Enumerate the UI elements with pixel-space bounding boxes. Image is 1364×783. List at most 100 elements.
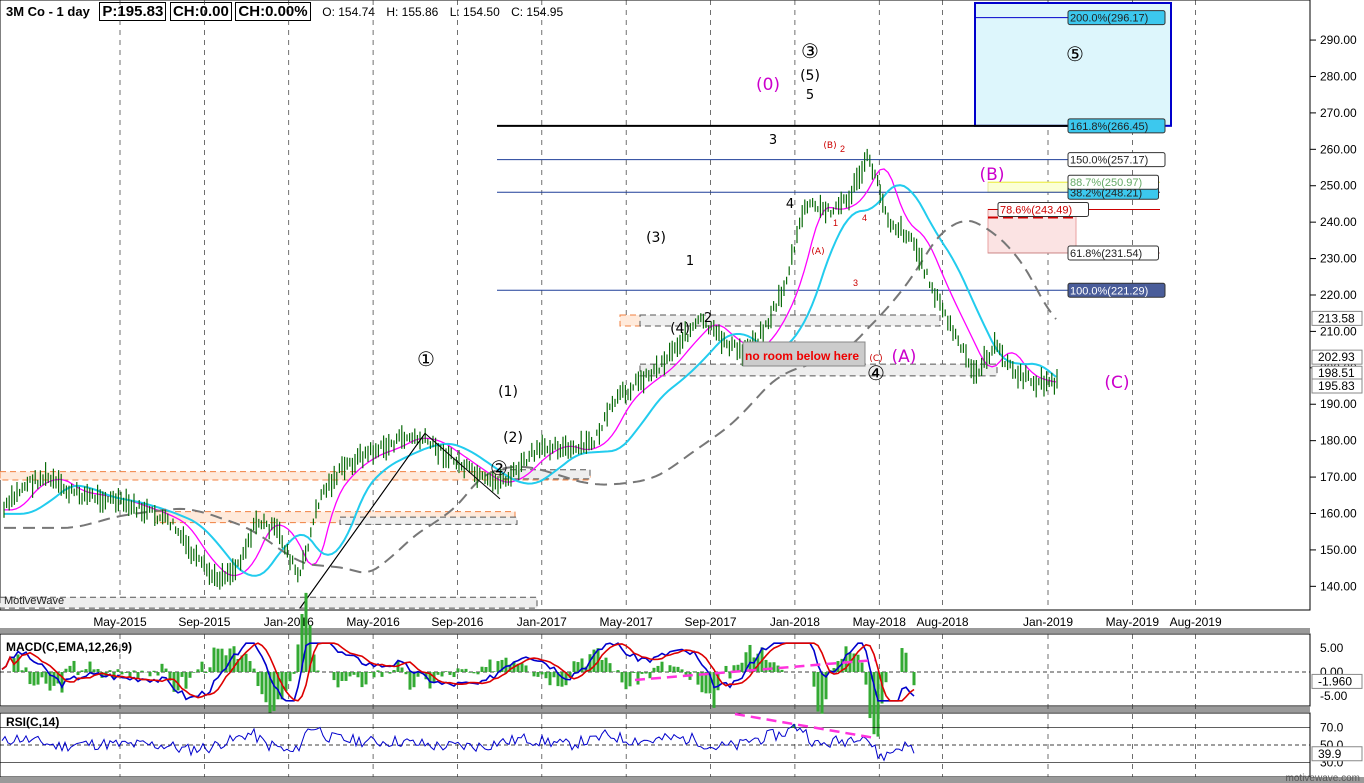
macd-value-label: -1.960 (1318, 674, 1352, 688)
y-tick-label: 190.00 (1320, 397, 1357, 411)
macd-tick-label: -5.00 (1320, 689, 1348, 703)
wave-label: 3 (769, 133, 777, 148)
price-tag (1311, 310, 1363, 326)
rsi-divergence-line (734, 712, 876, 740)
wave-label: 1 (686, 254, 694, 269)
fib-level-label: 161.8%(266.45) (1070, 121, 1148, 133)
y-tick-label: 140.00 (1320, 579, 1357, 593)
y-tick-label: 250.00 (1320, 179, 1357, 193)
wave-label: (B) (980, 165, 1005, 185)
rsi-tick-label: 70.0 (1320, 721, 1344, 735)
wave-label: (B) (823, 141, 836, 151)
wave-label: (0) (756, 75, 780, 95)
subwave-label: 4 (862, 213, 867, 223)
rsi-title: RSI(C,14) (6, 715, 59, 729)
wave-label: 4 (786, 197, 794, 212)
price-tag-label: 202.93 (1318, 350, 1355, 364)
footer-watermark: motivewave.com (1286, 773, 1360, 783)
wave-label: (1) (498, 384, 518, 400)
panel-splitter[interactable] (0, 707, 1310, 712)
high-value: H: 155.86 (386, 5, 439, 19)
wave-label: (A) (892, 347, 917, 367)
chart-title: 3M Co - 1 day (6, 4, 90, 19)
open-value: O: 154.74 (322, 5, 375, 19)
price-readout: P:195.83 (99, 2, 167, 21)
x-tick-label: Jan-2019 (1023, 615, 1073, 629)
subwave-label: 2 (840, 144, 845, 154)
close-value: C: 154.95 (511, 5, 564, 19)
wave-label: (C) (869, 354, 882, 364)
fib-level-tag (1067, 152, 1166, 168)
bottom-scrollbar[interactable] (0, 777, 1364, 783)
fib-level-label: 150.0%(257.17) (1070, 155, 1148, 167)
fib-level-label: 200.0%(296.17) (1070, 13, 1148, 25)
x-tick-label: May-2015 (93, 615, 147, 629)
x-tick-label: Jan-2018 (770, 615, 820, 629)
price-tag-label: 195.83 (1318, 379, 1355, 393)
y-tick-label: 170.00 (1320, 470, 1357, 484)
chart-header: 3M Co - 1 day P:195.83 CH:0.00 CH:0.00% … (6, 2, 571, 21)
price-tag (1311, 349, 1363, 365)
y-tick-label: 280.00 (1320, 69, 1357, 83)
ma-fast-line (4, 168, 1057, 577)
price-tag-label: 198.51 (1318, 366, 1355, 380)
y-tick-label: 270.00 (1320, 106, 1357, 120)
fib-level-label: 88.7%(250.97) (1070, 177, 1142, 189)
price-zone (639, 314, 941, 327)
wave-label: 2 (704, 311, 712, 326)
price-panel-frame (0, 0, 1311, 611)
subwave-label: 1 (833, 218, 838, 228)
rsi-value-label: 39.9 (1318, 747, 1342, 761)
wave-label: ② (490, 456, 508, 480)
fib-level-tag (1067, 174, 1159, 190)
x-tick-label: Sep-2016 (431, 615, 483, 629)
fib-level-label: 100.0%(221.29) (1070, 285, 1148, 297)
fib-level-label: 78.6%(243.49) (1000, 204, 1072, 216)
y-tick-label: 210.00 (1320, 324, 1357, 338)
y-tick-label: 180.00 (1320, 434, 1357, 448)
y-tick-label: 240.00 (1320, 215, 1357, 229)
change-pct-readout: CH:0.00% (235, 2, 311, 21)
macd-value-tag (1311, 673, 1363, 689)
x-tick-label: May-2018 (853, 615, 907, 629)
wave-label: (4) (670, 321, 690, 337)
macd-panel-frame (0, 633, 1311, 707)
panel-splitter[interactable] (0, 628, 1310, 633)
x-tick-label: Sep-2015 (178, 615, 230, 629)
wave-label: ④ (867, 361, 885, 385)
fib-level-tag (1067, 245, 1159, 261)
x-tick-label: Aug-2018 (917, 615, 969, 629)
note-label: no room below here (745, 349, 859, 363)
ohlc-readout: O: 154.74 H: 155.86 L: 154.50 C: 154.95 (322, 5, 571, 19)
wave-label: (A) (811, 247, 824, 257)
price-tag-label: 213.58 (1318, 311, 1355, 325)
note-box (742, 341, 866, 367)
fib-level-tag (1067, 282, 1166, 298)
fib-level-label: 61.8%(231.54) (1070, 248, 1142, 260)
x-tick-label: May-2017 (599, 615, 653, 629)
wave-label: ⑤ (1066, 42, 1084, 66)
y-tick-label: 230.00 (1320, 252, 1357, 266)
y-tick-label: 150.00 (1320, 543, 1357, 557)
change-readout: CH:0.00 (169, 2, 232, 21)
wave-label: (5) (800, 68, 820, 84)
y-tick-label: 220.00 (1320, 288, 1357, 302)
price-zone (339, 516, 518, 525)
rsi-line (1, 723, 915, 762)
x-tick-label: Aug-2019 (1170, 615, 1222, 629)
wave-line (299, 433, 426, 609)
price-zone (639, 363, 998, 377)
ma-slow-line (4, 219, 1057, 574)
y-tick-label: 290.00 (1320, 33, 1357, 47)
fib-level-tag (997, 201, 1089, 217)
wave-label: 5 (806, 88, 814, 103)
watermark: MotiveWave (4, 595, 64, 607)
subwave-label: 3 (853, 278, 858, 288)
rsi-value-tag (1311, 746, 1363, 762)
macd-tick-label: 5.00 (1320, 641, 1344, 655)
price-zone (0, 596, 538, 609)
y-tick-label: 260.00 (1320, 142, 1357, 156)
wave-label: (C) (1104, 373, 1129, 393)
fib-level-tag (1067, 118, 1166, 134)
